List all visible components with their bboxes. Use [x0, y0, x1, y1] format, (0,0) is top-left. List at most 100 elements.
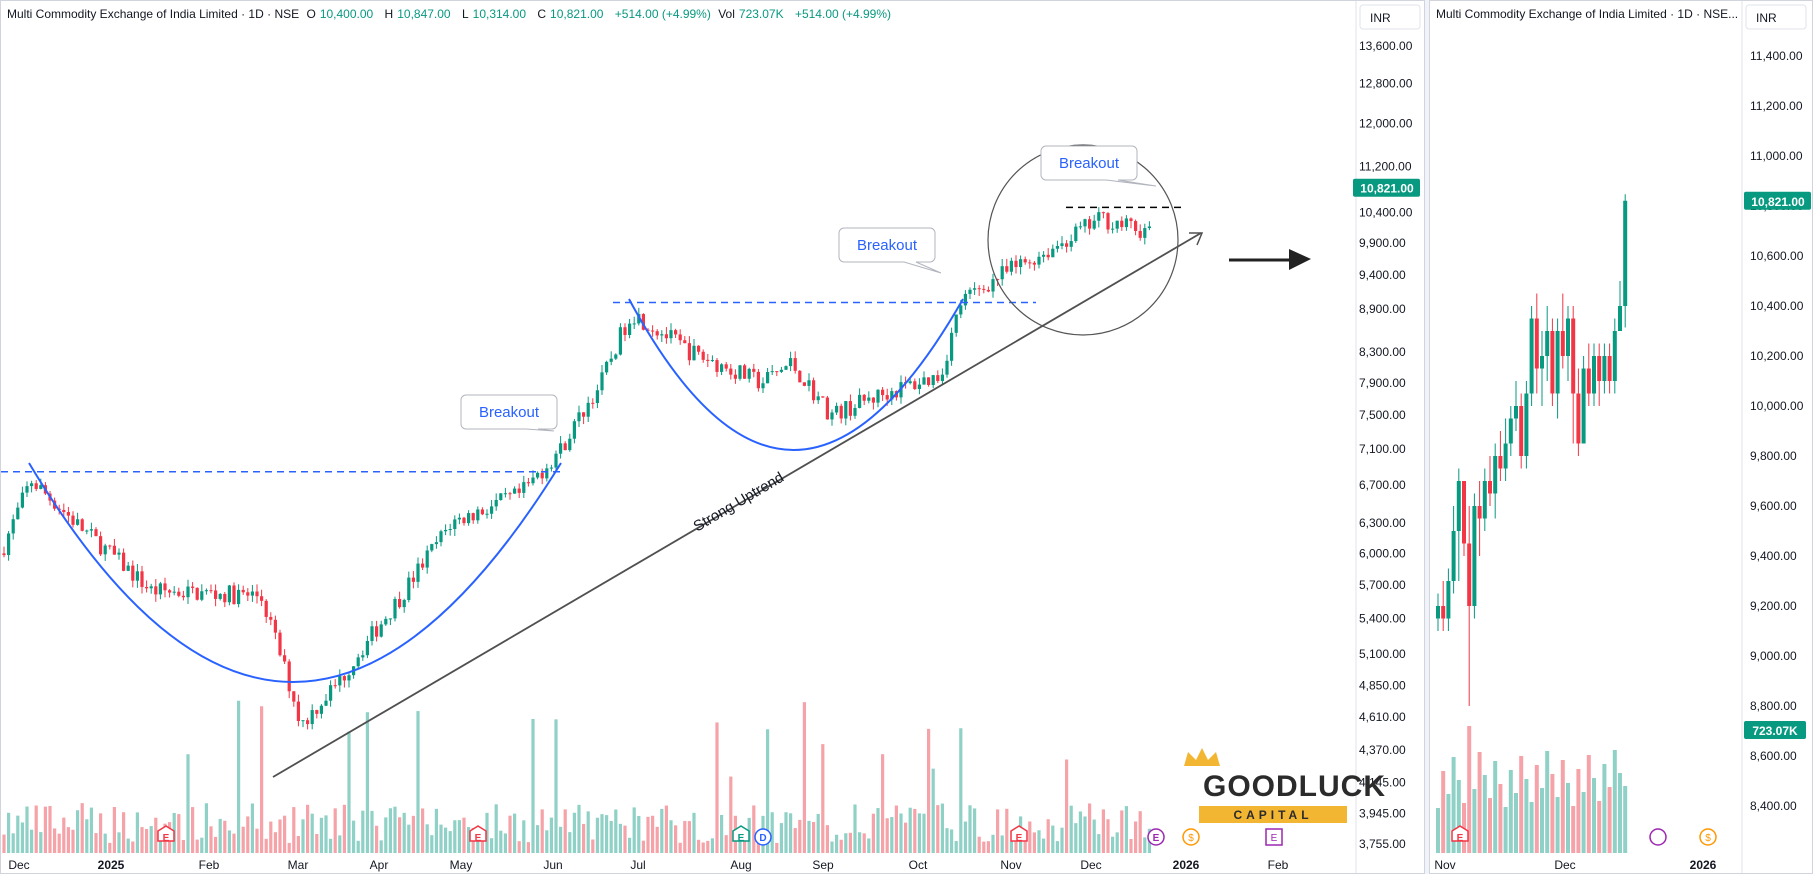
- event-marker[interactable]: E: [1147, 828, 1165, 846]
- y-tick-label: 12,000.00: [1359, 117, 1413, 131]
- candle: [1032, 260, 1036, 271]
- event-marker[interactable]: E: [732, 825, 750, 844]
- candle: [1106, 212, 1110, 234]
- volume-bar: [802, 702, 806, 853]
- zoom-candle-body: [1607, 356, 1612, 381]
- candle-body: [1147, 226, 1151, 229]
- zoom-dividend-marker-label: $: [1705, 833, 1711, 844]
- candle: [85, 529, 89, 535]
- volume-bar: [862, 833, 866, 853]
- zoom-candle-body: [1566, 318, 1570, 356]
- candle-body: [16, 507, 20, 520]
- volume-bar: [1069, 805, 1073, 853]
- zoom-candle: [1446, 568, 1451, 631]
- volume-bar: [7, 812, 11, 853]
- zoom-symbol-title[interactable]: Multi Commodity Exchange of India Limite…: [1436, 7, 1739, 21]
- volume-bar: [513, 813, 517, 853]
- candle: [34, 480, 38, 492]
- candle-body: [1005, 266, 1009, 272]
- pane-separator[interactable]: [1425, 0, 1429, 874]
- candle: [756, 369, 760, 392]
- candle: [232, 582, 236, 605]
- volume-bar: [430, 835, 434, 853]
- y-tick-label: 9,400.00: [1359, 268, 1406, 282]
- candle: [131, 560, 135, 588]
- x-tick-label: Feb: [1268, 858, 1289, 872]
- zoom-chart-pane[interactable]: Multi Commodity Exchange of India Limite…: [1429, 0, 1813, 874]
- zoom-volume-bar: [1576, 769, 1581, 853]
- zoom-candle-body: [1514, 406, 1518, 419]
- candle: [1065, 240, 1069, 253]
- volume-bar: [738, 836, 742, 853]
- candle-body: [513, 488, 517, 494]
- zoom-price-chart[interactable]: INR 8,400.00 8,600.00 8,800.00 9,000.00 9,200…: [1430, 1, 1813, 874]
- event-marker[interactable]: E: [1010, 825, 1028, 844]
- zoom-event-marker-label: E: [1457, 833, 1464, 844]
- y-tick-label: 5,700.00: [1359, 578, 1406, 592]
- candle: [135, 563, 139, 588]
- candle-body: [1088, 219, 1092, 229]
- candle: [830, 409, 834, 426]
- volume-bar: [779, 823, 783, 853]
- candle: [1088, 216, 1092, 235]
- candle: [890, 387, 894, 406]
- zoom-volume-bar: [1586, 755, 1591, 853]
- zoom-last-price-badge: 10,821.00: [1744, 191, 1811, 210]
- candle: [347, 673, 351, 688]
- volume-bar: [310, 813, 314, 853]
- volume-bar: [609, 820, 613, 853]
- event-marker[interactable]: D: [754, 828, 772, 846]
- zoom-event-marker[interactable]: E: [1451, 825, 1469, 844]
- symbol-title[interactable]: Multi Commodity Exchange of India Limite…: [7, 7, 300, 21]
- candle-body: [812, 380, 816, 401]
- candle: [1083, 218, 1087, 233]
- candles-group: [2, 207, 1151, 730]
- volume-bar: [950, 829, 954, 853]
- main-price-chart[interactable]: INR 3,755.00 3,945.00 4,145.00 4,370.00 4,610…: [1, 1, 1425, 874]
- zoom-candle: [1529, 306, 1534, 406]
- candle-body: [195, 587, 199, 600]
- volume-bar: [977, 836, 981, 853]
- zoom-volume-bar: [1482, 775, 1487, 853]
- y-tick-label: 8,300.00: [1359, 345, 1406, 359]
- candle-body: [347, 675, 351, 681]
- candle: [11, 514, 15, 540]
- candle: [342, 675, 346, 688]
- candle: [223, 591, 227, 608]
- candle-body: [844, 401, 848, 419]
- zoom-candle: [1467, 506, 1472, 706]
- volume-bar: [1005, 808, 1009, 853]
- volume-bar: [20, 822, 24, 853]
- candle: [591, 398, 595, 409]
- zoom-candle: [1571, 306, 1576, 444]
- event-marker[interactable]: E: [469, 825, 487, 844]
- candle-body: [430, 544, 434, 551]
- candle-body: [1028, 262, 1032, 264]
- event-marker[interactable]: E: [157, 825, 175, 844]
- main-chart-pane[interactable]: Multi Commodity Exchange of India Limite…: [0, 0, 1425, 874]
- candle: [122, 548, 126, 572]
- candle-body: [577, 412, 581, 422]
- zoom-flash-marker: [1649, 828, 1667, 846]
- candle-body: [1115, 220, 1119, 229]
- candle-body: [1101, 212, 1105, 214]
- candle: [30, 480, 34, 493]
- candle: [724, 362, 728, 372]
- candle: [577, 405, 581, 427]
- candle-body: [628, 323, 632, 335]
- candle: [237, 584, 241, 608]
- volume-bar: [499, 830, 503, 853]
- candle: [375, 620, 379, 642]
- candle: [977, 285, 981, 296]
- zoom-volume-bar: [1581, 792, 1586, 853]
- candle-body: [931, 375, 935, 385]
- candle: [1051, 244, 1055, 258]
- candle: [476, 506, 480, 524]
- candle-body: [526, 482, 530, 484]
- candle: [329, 680, 333, 707]
- candle-body: [485, 513, 489, 515]
- volume-bar: [789, 813, 793, 853]
- candle: [80, 518, 84, 532]
- candle-body: [545, 468, 549, 479]
- callout-bubble: [460, 394, 558, 432]
